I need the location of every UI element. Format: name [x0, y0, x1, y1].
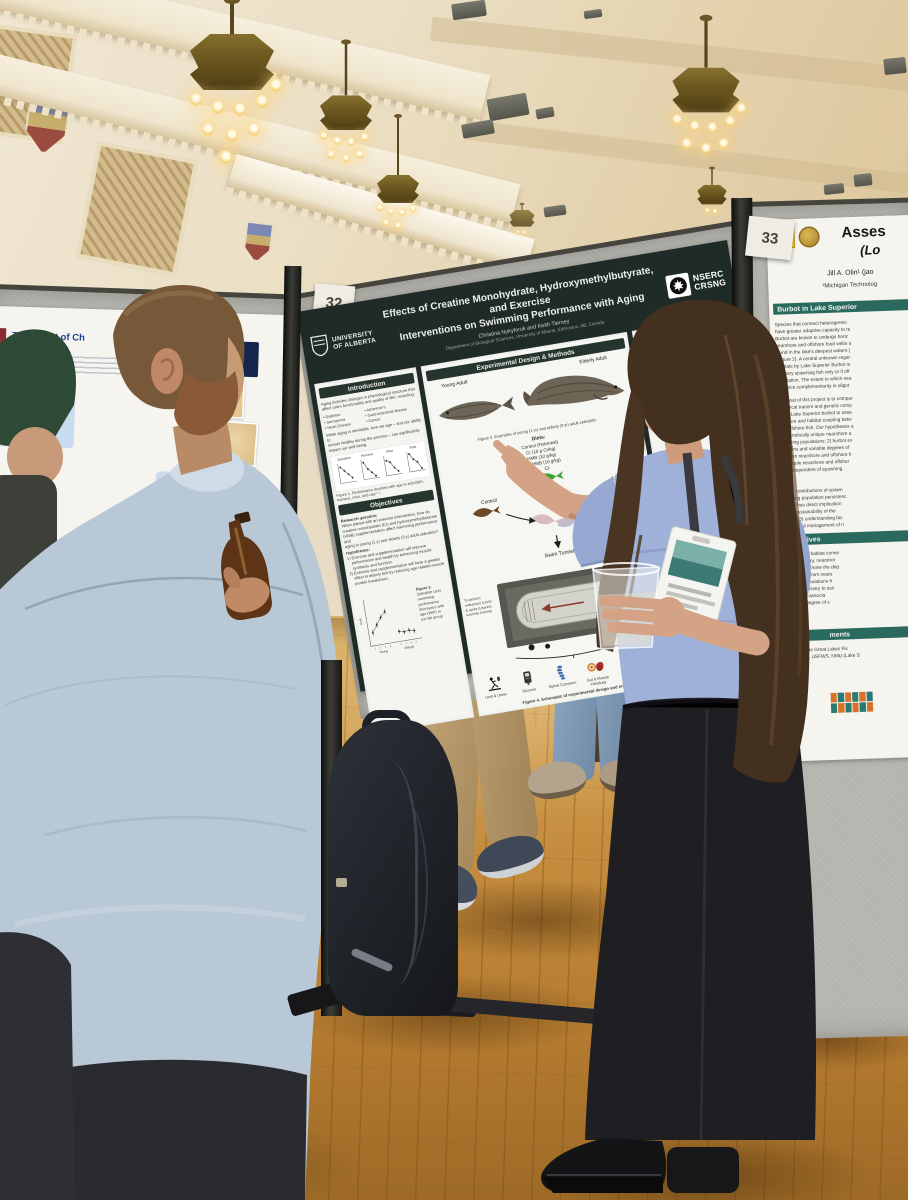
right-poster-title-line1: Asses [841, 222, 886, 241]
svg-text:Zebrafish: Zebrafish [337, 456, 351, 462]
ceiling-vent [853, 173, 873, 187]
svg-text:4: 4 [390, 645, 392, 648]
nserc-leaf-box [665, 272, 692, 299]
svg-text:Ucrit: Ucrit [358, 618, 363, 625]
histology-icon [587, 661, 604, 672]
university-seal [798, 226, 820, 248]
woman-pants [585, 697, 816, 1140]
svg-text:1: 1 [400, 643, 402, 646]
maple-leaf-icon [669, 277, 687, 295]
spine-icon [557, 665, 566, 680]
backpack-zipper [362, 790, 428, 980]
svg-text:Swim Tunnel: Swim Tunnel [544, 549, 575, 560]
man-foreground [0, 285, 340, 1200]
man-hair [113, 285, 245, 413]
lanyard [682, 452, 700, 534]
figure2-block: Ucrit 1 2 3 4 1 [352, 574, 459, 664]
svg-text:2: 2 [380, 646, 382, 649]
figure2-plot: Ucrit 1 2 3 4 1 [358, 599, 423, 654]
pointing-finger [493, 440, 517, 463]
mini-scatter-plot: Humans [360, 452, 380, 481]
poster-header: UNIVERSITY OF ALBERTA Effects of Creatin… [297, 240, 739, 385]
mini-scatter-plot: Zebrafish [337, 456, 357, 484]
svg-text:Control: Control [481, 498, 498, 507]
chandelier-crown [190, 34, 274, 90]
right-poster-affiliation: ¹Michigan Technolog [822, 280, 878, 290]
backpack [328, 710, 458, 1016]
bullet: Cancer [368, 416, 381, 424]
woman-presenter [493, 299, 816, 1193]
woman-hair [627, 299, 810, 783]
uofa-logo: UNIVERSITY OF ALBERTA [309, 326, 377, 358]
young-fish-image [439, 396, 516, 420]
endpoint: Spinal Curvature [544, 662, 580, 693]
elderly-fish-image [523, 375, 625, 406]
backpack-usb-port [336, 878, 347, 887]
svg-text:3: 3 [410, 641, 412, 644]
poster-number-tag: 33 [745, 215, 795, 261]
figure3-fish-photos: Young Adult Elderly Adult [428, 352, 636, 443]
svg-text:Humans: Humans [361, 452, 374, 458]
man-shirt [0, 457, 340, 1200]
mini-scatter-plot: Rats [406, 445, 426, 473]
endpoint: Glucose [510, 668, 546, 699]
right-poster-authors: Jill A. Olin¹ (jao [826, 267, 874, 277]
svg-text:4: 4 [415, 640, 417, 643]
svg-text:Mice: Mice [386, 449, 394, 454]
svg-text:Young: Young [379, 649, 389, 654]
man-pants [7, 1059, 307, 1200]
treadmill-runner-icon [489, 676, 502, 692]
green-beanie [0, 329, 76, 447]
ceiling-vent [823, 182, 845, 196]
glucose-meter-icon [523, 671, 532, 686]
svg-text:Cr: Cr [544, 465, 551, 472]
endpoint: Ucrit & Umax [477, 674, 513, 705]
ear [151, 348, 183, 394]
svg-text:Rats: Rats [409, 445, 417, 450]
svg-text:3: 3 [385, 646, 387, 649]
nserc-logo: NSERC CRSNG [665, 267, 727, 299]
right-poster-title-line2: (Lo [859, 242, 881, 258]
figure1-panels: Zebrafish Humans Mice [329, 440, 431, 493]
man-beard [174, 371, 239, 436]
dark-bag [0, 932, 75, 1200]
svg-text:1: 1 [375, 647, 377, 650]
uofa-shield-icon [310, 334, 329, 357]
ceiling-vent [883, 56, 907, 76]
endpoint: Gut & Muscle Histology [577, 656, 617, 688]
svg-text:2: 2 [405, 642, 407, 645]
svg-text:Elderly: Elderly [404, 645, 415, 651]
mini-scatter-plot: Mice [383, 449, 403, 477]
platform-boot [667, 1147, 739, 1193]
intro-column: Introduction Aging includes changes in p… [314, 367, 475, 735]
